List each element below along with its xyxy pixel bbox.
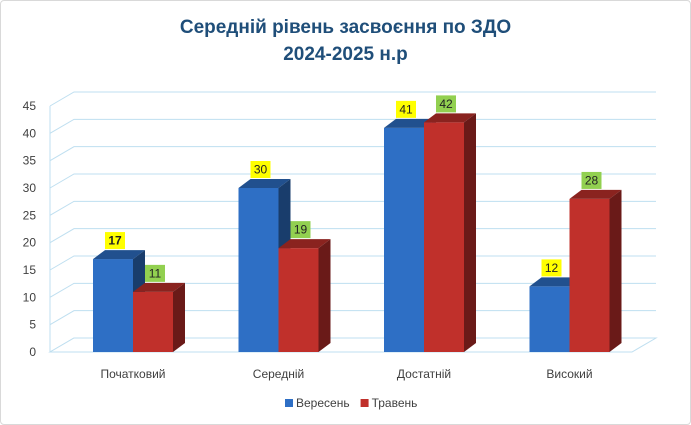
x-tick-label: Високий bbox=[546, 367, 592, 381]
data-label: 11 bbox=[149, 266, 162, 280]
bar-top bbox=[384, 118, 436, 128]
bar-front bbox=[133, 291, 173, 352]
gridline bbox=[49, 118, 656, 134]
legend: Вересень Травень bbox=[285, 396, 417, 410]
y-tick-label: 30 bbox=[23, 181, 37, 195]
y-tick-label: 25 bbox=[23, 208, 37, 222]
data-label: 41 bbox=[399, 102, 413, 116]
y-tick-label: 5 bbox=[29, 318, 36, 332]
x-tick-label: Середній bbox=[253, 367, 304, 381]
gridline bbox=[49, 173, 656, 189]
x-tick-label: Початковий bbox=[100, 367, 165, 381]
gridline bbox=[49, 91, 656, 107]
bar: 28 bbox=[569, 171, 622, 352]
y-tick-label: 35 bbox=[23, 154, 37, 168]
bar-top bbox=[238, 179, 291, 188]
data-label: 30 bbox=[254, 163, 268, 177]
data-label-box bbox=[581, 171, 602, 189]
legend-label: Вересень bbox=[296, 396, 350, 410]
gridline bbox=[49, 200, 656, 216]
gridline bbox=[49, 146, 656, 162]
bar-front bbox=[238, 188, 279, 352]
bar-side bbox=[318, 239, 331, 352]
data-label-box bbox=[105, 232, 125, 250]
y-tick-label: 10 bbox=[23, 290, 37, 304]
bar: 42 bbox=[424, 95, 476, 353]
chart-title-line1: Середній рівень засвоєння по ЗДО bbox=[179, 17, 512, 38]
legend-swatch bbox=[360, 399, 369, 407]
bar-side bbox=[173, 282, 185, 352]
bars: 17 11 Початковий 30 19 Середній 41 42 Достатній 1… bbox=[93, 95, 622, 381]
data-label: 42 bbox=[439, 97, 453, 111]
bar-top bbox=[133, 282, 185, 292]
chart-title: Середній рівень засвоєння по ЗДО 2024-20… bbox=[0, 14, 691, 68]
y-tick-label: 0 bbox=[29, 345, 36, 359]
bar-side bbox=[464, 113, 476, 353]
chart-title-line2: 2024-2025 н.р bbox=[283, 44, 408, 65]
y-tick-label: 40 bbox=[23, 126, 37, 140]
data-label: 19 bbox=[294, 223, 308, 237]
bar-top bbox=[569, 189, 622, 199]
bar-front bbox=[278, 248, 319, 352]
data-label-box bbox=[145, 264, 165, 282]
bar-front bbox=[569, 198, 610, 352]
bar-front bbox=[529, 286, 570, 352]
data-label-box bbox=[436, 95, 456, 113]
bar: 19 bbox=[278, 221, 331, 352]
data-label-box bbox=[396, 100, 416, 118]
data-label-box bbox=[250, 161, 271, 178]
bar-front bbox=[424, 122, 464, 353]
data-label: 17 bbox=[108, 234, 122, 248]
legend-swatch bbox=[285, 399, 293, 407]
bar-top bbox=[424, 113, 476, 123]
data-label-box bbox=[541, 259, 562, 277]
gridline bbox=[49, 228, 656, 244]
y-tick-label: 20 bbox=[23, 236, 37, 250]
legend-label: Травень bbox=[372, 396, 418, 410]
data-label: 28 bbox=[585, 173, 599, 187]
bar-top bbox=[529, 277, 582, 287]
bar-side bbox=[609, 189, 622, 352]
x-tick-label: Достатній bbox=[397, 367, 451, 381]
data-label: 12 bbox=[545, 261, 559, 275]
bar-top bbox=[93, 250, 145, 260]
y-tick-label: 45 bbox=[23, 99, 37, 113]
bar-front bbox=[384, 127, 424, 352]
bar-front bbox=[93, 259, 133, 352]
bar: 11 bbox=[133, 264, 185, 352]
data-label-box bbox=[290, 221, 311, 239]
bar-top bbox=[278, 239, 331, 249]
y-tick-label: 15 bbox=[23, 263, 37, 277]
